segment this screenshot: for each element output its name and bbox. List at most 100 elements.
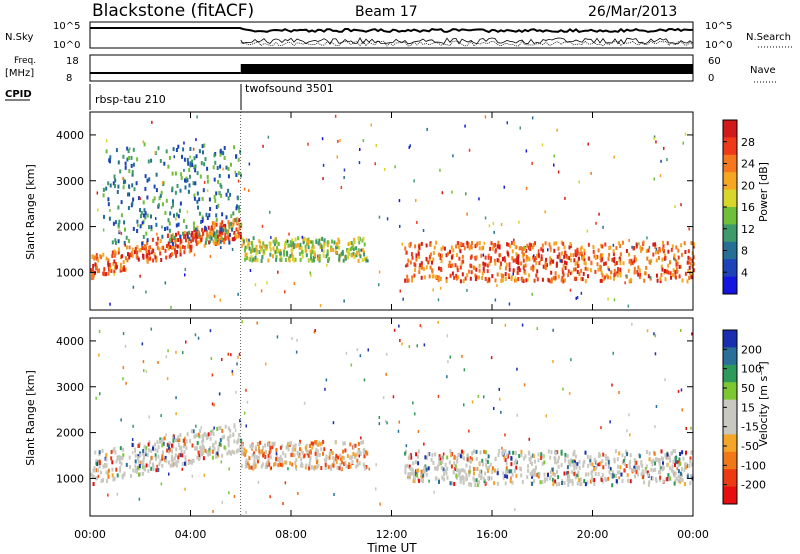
- scatter-cell: [521, 479, 524, 484]
- scatter-cell: [152, 248, 155, 253]
- noise-cell: [553, 163, 555, 167]
- scatter-cell: [358, 461, 361, 466]
- scatter-cell: [584, 266, 587, 271]
- scatter-cell: [126, 245, 128, 250]
- noise-cell: [264, 362, 267, 366]
- scatter-cell: [414, 460, 417, 464]
- scatter-cell: [501, 278, 504, 283]
- scatter-cell: [432, 274, 434, 279]
- scatter-cell: [326, 251, 329, 256]
- scatter-cell: [494, 242, 497, 247]
- scatter-cell: [299, 439, 302, 444]
- noise-cell: [105, 139, 108, 143]
- scatter-cell: [203, 162, 206, 167]
- scatter-cell: [671, 464, 674, 469]
- noise-cell: [412, 401, 414, 405]
- scatter-cell: [692, 242, 695, 247]
- scatter-cell: [127, 252, 129, 257]
- scatter-cell: [406, 463, 409, 468]
- noise-cell: [336, 155, 338, 159]
- scatter-cell: [619, 273, 622, 278]
- noise-cell: [270, 466, 272, 470]
- scatter-cell: [671, 244, 674, 249]
- scatter-cell: [425, 265, 428, 270]
- scatter-cell: [92, 275, 95, 280]
- noise-cell: [684, 132, 687, 136]
- scatter-cell: [179, 246, 182, 250]
- scatter-cell: [660, 264, 663, 269]
- scatter-cell: [241, 443, 244, 448]
- noise-cell: [631, 322, 633, 326]
- scatter-cell: [615, 246, 618, 250]
- scatter-cell: [253, 451, 256, 456]
- scatter-cell: [251, 244, 254, 249]
- scatter-cell: [517, 258, 520, 262]
- noise-cell: [576, 296, 579, 299]
- scatter-cell: [115, 459, 118, 464]
- scatter-cell: [94, 468, 96, 473]
- scatter-cell: [189, 162, 192, 167]
- nsky-label: N.Sky: [5, 32, 33, 43]
- scatter-cell: [225, 192, 228, 197]
- scatter-cell: [213, 221, 216, 226]
- scatter-cell: [201, 217, 204, 222]
- scatter-cell: [502, 274, 505, 278]
- scatter-cell: [679, 452, 682, 456]
- noise-cell: [194, 333, 197, 337]
- scatter-cell: [97, 468, 100, 473]
- scatter-cell: [126, 146, 129, 151]
- scatter-cell: [198, 211, 201, 216]
- scatter-cell: [456, 456, 459, 461]
- scatter-cell: [478, 461, 481, 466]
- scatter-cell: [530, 472, 533, 477]
- scatter-cell: [284, 453, 287, 458]
- scatter-cell: [313, 258, 315, 263]
- scatter-cell: [428, 257, 431, 262]
- scatter-cell: [679, 471, 682, 476]
- scatter-cell: [233, 145, 236, 150]
- colorbar-swatch: [723, 451, 737, 470]
- scatter-cell: [462, 279, 465, 284]
- noise-cell: [324, 387, 326, 391]
- scatter-cell: [134, 246, 137, 251]
- noise-cell: [332, 421, 335, 425]
- scatter-cell: [668, 455, 671, 460]
- scatter-cell: [128, 255, 131, 260]
- scatter-cell: [662, 249, 665, 254]
- scatter-cell: [143, 244, 146, 248]
- scatter-cell: [351, 454, 354, 459]
- scatter-cell: [365, 450, 368, 455]
- noise-cell: [293, 282, 296, 285]
- scatter-cell: [338, 257, 341, 262]
- scatter-cell: [224, 233, 227, 238]
- scatter-cell: [560, 240, 563, 245]
- scatter-cell: [273, 462, 275, 467]
- scatter-cell: [459, 454, 462, 459]
- scatter-cell: [108, 263, 111, 267]
- noise-cell: [301, 235, 304, 239]
- noise-cell: [99, 392, 101, 396]
- scatter-cell: [265, 244, 268, 249]
- scatter-cell: [438, 462, 441, 466]
- scatter-cell: [343, 456, 346, 461]
- scatter-cell: [103, 214, 105, 219]
- scatter-cell: [522, 279, 525, 284]
- scatter-cell: [156, 245, 159, 250]
- noise-cell: [184, 487, 186, 491]
- scatter-cell: [560, 278, 563, 283]
- scatter-cell: [626, 473, 629, 478]
- scatter-cell: [498, 253, 501, 258]
- scatter-cell: [415, 452, 418, 457]
- scatter-cell: [98, 461, 101, 465]
- noise-cell: [175, 412, 177, 416]
- noise-cell: [161, 181, 164, 185]
- scatter-cell: [664, 269, 666, 273]
- scatter-cell: [200, 161, 203, 166]
- scatter-cell: [240, 464, 243, 469]
- scatter-cell: [553, 248, 556, 253]
- scatter-cell: [544, 266, 547, 270]
- scatter-cell: [501, 274, 503, 279]
- scatter-cell: [523, 456, 526, 461]
- scatter-cell: [186, 234, 189, 239]
- noise-cell: [613, 298, 616, 302]
